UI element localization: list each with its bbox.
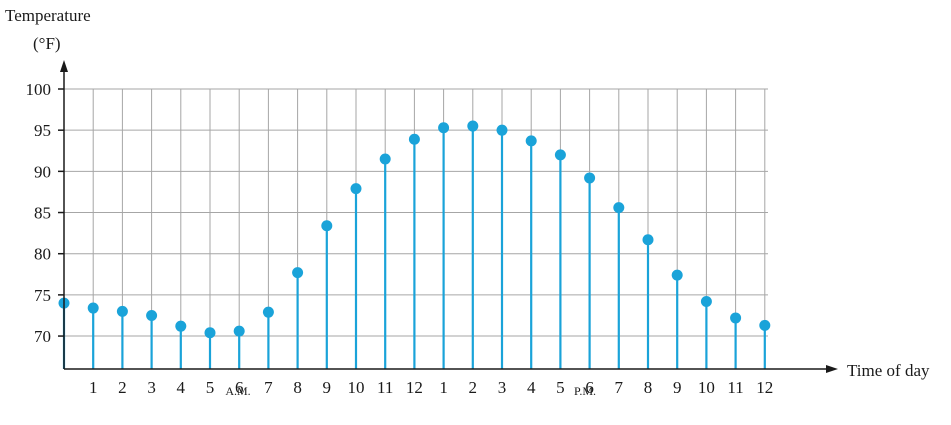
data-point (204, 327, 216, 339)
x-tick-label: 4 (527, 378, 536, 397)
y-tick-labels: 70 75 80 85 90 95 100 (26, 80, 64, 346)
y-axis-label-line1: Temperature (5, 6, 91, 25)
x-tick-label: 5 (556, 378, 565, 397)
grid-lines (64, 88, 768, 369)
data-point (350, 183, 362, 195)
x-tick-label: 7 (264, 378, 273, 397)
data-point (642, 234, 654, 246)
x-axis-arrow-icon (826, 365, 838, 373)
x-tick-label: 3 (147, 378, 156, 397)
x-tick-label: 9 (673, 378, 682, 397)
y-tick-label: 100 (26, 80, 52, 99)
data-point (175, 320, 187, 332)
data-point (292, 267, 304, 279)
data-point (438, 122, 450, 134)
y-tick-label: 80 (34, 245, 51, 264)
x-tick-label: 11 (377, 378, 393, 397)
data-point (525, 135, 537, 147)
x-tick-label: 8 (293, 378, 302, 397)
x-tick-label: 10 (348, 378, 365, 397)
am-label: A.M. (225, 384, 250, 398)
data-point (87, 302, 99, 314)
y-tick-label: 75 (34, 286, 51, 305)
x-tick-label: 10 (698, 378, 715, 397)
x-tick-label: 6 (585, 378, 594, 397)
x-tick-label: 6 (235, 378, 244, 397)
data-point (554, 149, 566, 161)
data-point (116, 305, 128, 317)
x-tick-label: 8 (644, 378, 653, 397)
x-tick-label: 4 (177, 378, 186, 397)
x-tick-label: 2 (469, 378, 478, 397)
data-point (146, 309, 158, 321)
y-tick-label: 90 (34, 162, 51, 181)
y-tick-label: 70 (34, 327, 51, 346)
pm-label: P.M. (574, 384, 596, 398)
data-point (233, 325, 245, 337)
x-axis-label: Time of day (847, 361, 930, 380)
data-point (671, 269, 683, 281)
y-axis-label-line2: (°F) (33, 34, 61, 53)
data-point (408, 133, 420, 145)
x-tick-label: 7 (615, 378, 624, 397)
x-tick-label: 1 (439, 378, 448, 397)
data-point (496, 124, 508, 136)
data-point (379, 153, 391, 165)
x-tick-label: 12 (406, 378, 423, 397)
data-point (584, 172, 596, 184)
data-point (467, 120, 479, 132)
x-tick-label: 3 (498, 378, 507, 397)
axes (60, 60, 838, 373)
data-point (700, 295, 712, 307)
y-axis-arrow-icon (60, 60, 68, 72)
x-tick-label: 1 (89, 378, 98, 397)
x-tick-label: 5 (206, 378, 215, 397)
x-tick-label: 12 (756, 378, 773, 397)
x-tick-label: 11 (727, 378, 743, 397)
x-tick-label: 9 (323, 378, 332, 397)
data-point (321, 220, 333, 232)
data-point (730, 312, 742, 324)
x-tick-labels: 1 2 3 4 5 6 7 8 9 10 11 12 1 2 3 4 5 6 7 8 9 10 11 12 (89, 378, 773, 397)
data-point (613, 202, 625, 214)
x-tick-label: 2 (118, 378, 127, 397)
y-tick-label: 85 (34, 204, 51, 223)
data-point (262, 306, 274, 318)
data-stems (58, 120, 771, 369)
data-point (759, 319, 771, 331)
y-tick-label: 95 (34, 121, 51, 140)
